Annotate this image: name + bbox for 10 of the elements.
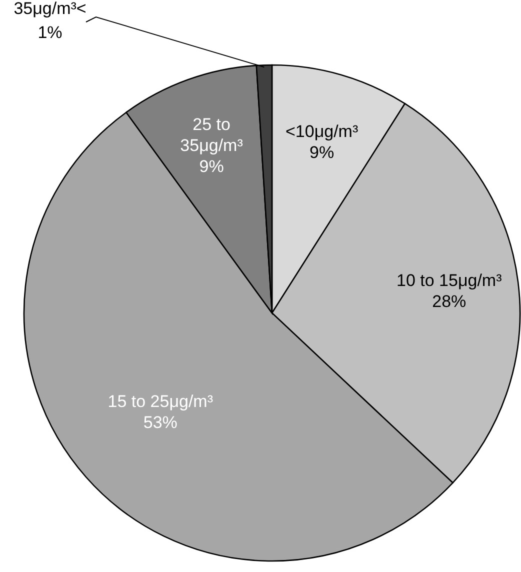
slice-label: <10μg/m³ [285,122,358,142]
data-label: 53% [143,412,178,432]
data-label: 1% [38,23,62,42]
slice-label: 15 to 25μg/m³ [108,392,214,411]
data-label: 28% [432,292,466,312]
data-label: 9% [199,156,224,176]
slice-label: 35μg/m³< [14,0,86,18]
slice-label: 10 to 15μg/m³ [396,271,502,290]
data-label: 9% [310,143,334,162]
slice-label: 25 to 35μg/m³ [180,114,244,155]
